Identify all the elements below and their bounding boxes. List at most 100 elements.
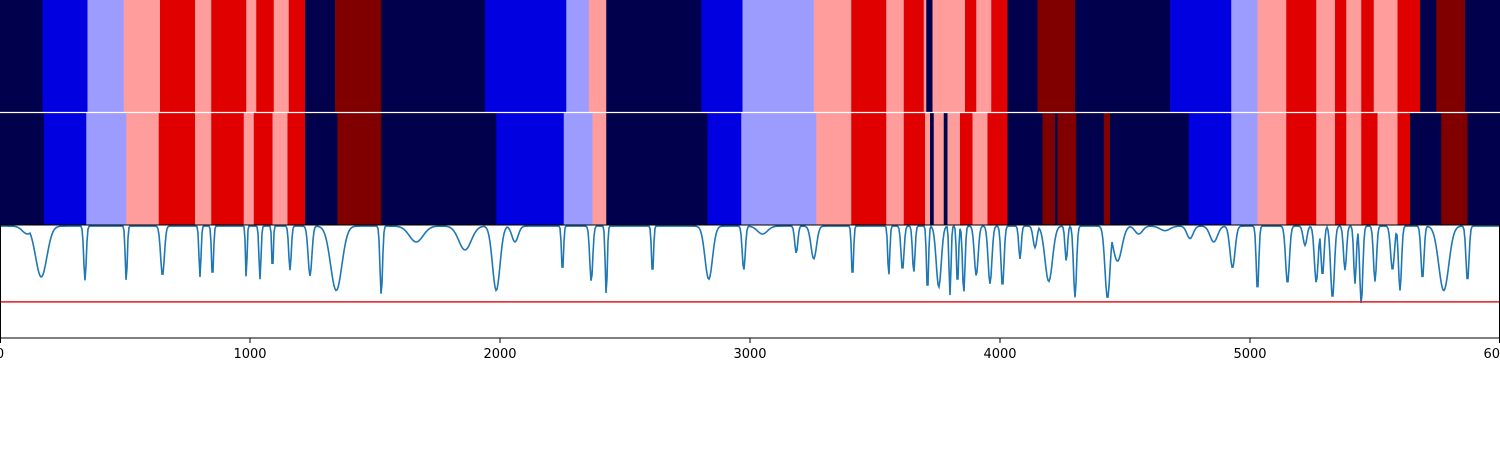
heatmap-segment (936, 0, 966, 113)
heatmap-segment (1286, 0, 1317, 113)
heatmap-segment (496, 112, 565, 225)
x-tick-label: 3000 (733, 347, 766, 362)
heatmap-segment (0, 112, 45, 225)
heatmap-segment (930, 112, 935, 225)
series-line (0, 224, 1500, 304)
heatmap-segment (305, 112, 338, 225)
heatmap-segment (1397, 112, 1411, 225)
heatmap-segment (246, 0, 257, 113)
heatmap-segment (588, 0, 607, 113)
heatmap-segment (991, 0, 1008, 113)
heatmap-segment (288, 0, 306, 113)
heatmap-segment (886, 112, 905, 225)
heatmap-segment (1436, 0, 1466, 113)
heatmap-segment (701, 0, 743, 113)
heatmap-segment (123, 0, 161, 113)
heatmap-segment (1075, 0, 1171, 113)
heatmap-segment (1397, 0, 1421, 113)
heatmap-segment (947, 112, 961, 225)
heatmap-segment (742, 0, 815, 113)
heatmap-segment (1335, 112, 1347, 225)
heatmap-segment (211, 112, 245, 225)
heatmap-segment (1361, 0, 1375, 113)
heatmap-segment (160, 0, 196, 113)
heatmap-row-bottom (0, 112, 1500, 225)
heatmap-segment (272, 112, 288, 225)
heatmap-segment (707, 112, 742, 225)
heatmap-segment (43, 112, 87, 225)
heatmap-segment (566, 0, 590, 113)
heatmap-segment (1361, 112, 1378, 225)
heatmap-segment (965, 0, 977, 113)
heatmap-segment (903, 112, 926, 225)
heatmap-segment (925, 112, 931, 225)
heatmap-segment (1286, 112, 1317, 225)
heatmap-segment (1410, 112, 1442, 225)
heatmap-segment (243, 112, 255, 225)
heatmap-segment (1037, 0, 1076, 113)
heatmap-segment (1441, 112, 1468, 225)
heatmap-segment (305, 0, 336, 113)
heatmap-segment (816, 112, 852, 225)
heatmap-segment (287, 112, 306, 225)
heatmap-segment (563, 112, 593, 225)
heatmap-segment (1465, 0, 1500, 113)
heatmap-segment (1373, 0, 1398, 113)
heatmap-segment (1055, 112, 1058, 225)
heatmap-segment (42, 0, 88, 113)
heatmap-segment (1420, 0, 1437, 113)
heatmap-segment (923, 0, 927, 113)
heatmap-segment (903, 0, 925, 113)
heatmap-segment (253, 112, 273, 225)
x-tick-label: 4000 (983, 347, 1016, 362)
heatmap-segment (273, 0, 290, 113)
line-panel (0, 224, 1500, 304)
heatmap-segment (606, 0, 702, 113)
heatmap-segment (1007, 0, 1038, 113)
heatmap-segment (211, 0, 247, 113)
x-tick-label: 2000 (483, 347, 516, 362)
heatmap-row-top (0, 0, 1500, 113)
heatmap-segment (87, 0, 125, 113)
heatmap-segment (886, 0, 905, 113)
heatmap-segment (1007, 112, 1043, 225)
heatmap-segment (1188, 112, 1232, 225)
heatmap-segment (1170, 0, 1232, 113)
heatmap-segment (256, 0, 275, 113)
heatmap-segment (381, 112, 497, 225)
heatmap-segment (1316, 0, 1336, 113)
heatmap-segment (195, 112, 212, 225)
heatmap-segment (1103, 112, 1111, 225)
heatmap-segment (987, 112, 1008, 225)
heatmap-segment (485, 0, 567, 113)
heatmap-segment (741, 112, 817, 225)
heatmap-segment (0, 0, 43, 113)
heatmap-segment (851, 112, 887, 225)
heatmap-segment (1346, 0, 1362, 113)
heatmap-segment (933, 112, 945, 225)
heatmap-segment (1346, 112, 1362, 225)
heatmap-segment (126, 112, 160, 225)
heatmap-segment (337, 112, 382, 225)
heatmap-segment (813, 0, 852, 113)
heatmap-segment (943, 112, 948, 225)
heatmap-segment (1467, 112, 1500, 225)
heatmap-segment (1257, 0, 1287, 113)
heatmap-segment (158, 112, 196, 225)
heatmap-segment (851, 0, 887, 113)
heatmap-segment (1257, 112, 1287, 225)
heatmap-segment (606, 112, 708, 225)
heatmap-segment (86, 112, 127, 225)
heatmap-segment (1042, 112, 1056, 225)
heatmap-segment (1076, 112, 1105, 225)
heatmap-segment (381, 0, 486, 113)
heatmap-segment (960, 112, 973, 225)
line-panel-frame (0, 224, 1500, 339)
heatmap-segment (976, 0, 992, 113)
heatmap-segment (1316, 112, 1336, 225)
heatmap-segment (926, 0, 933, 113)
heatmap-segment (1057, 112, 1077, 225)
x-axis: 0 1000 2000 3000 4000 5000 6000 (0, 338, 1500, 362)
heatmap-segment (195, 0, 212, 113)
